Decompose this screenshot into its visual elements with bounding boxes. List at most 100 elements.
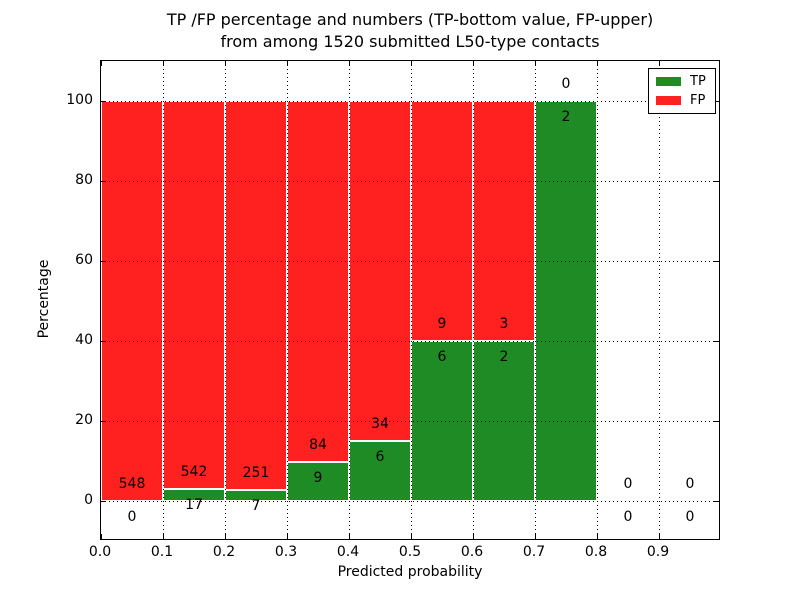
y-tick-label: 100 bbox=[66, 92, 93, 108]
v-gridline bbox=[349, 61, 350, 539]
v-gridline bbox=[535, 61, 536, 539]
tp-count-label: 7 bbox=[251, 498, 261, 515]
tick-mark bbox=[101, 181, 106, 182]
tick-mark bbox=[597, 534, 598, 539]
v-gridline bbox=[473, 61, 474, 539]
tp-count-label: 0 bbox=[623, 509, 633, 525]
fp-bar-segment bbox=[349, 101, 411, 441]
tick-mark bbox=[287, 61, 288, 66]
x-tick-label: 0.4 bbox=[336, 544, 360, 560]
legend: TP FP bbox=[648, 68, 716, 114]
x-tick-label: 0.1 bbox=[150, 544, 174, 560]
fp-count-label: 0 bbox=[623, 476, 633, 492]
x-tick-label: 0.6 bbox=[460, 544, 484, 560]
x-tick-label: 0.3 bbox=[274, 544, 298, 560]
tp-count-label: 2 bbox=[499, 349, 509, 365]
tick-mark bbox=[101, 101, 106, 102]
tp-count-label: 0 bbox=[127, 509, 137, 525]
tp-count-label: 2 bbox=[561, 109, 571, 125]
tick-mark bbox=[473, 534, 474, 539]
tick-mark bbox=[101, 501, 106, 502]
title-line-1: TP /FP percentage and numbers (TP-bottom… bbox=[166, 10, 654, 29]
fp-bar-segment bbox=[163, 101, 225, 489]
tick-mark bbox=[714, 421, 719, 422]
y-tick-label: 60 bbox=[75, 252, 93, 268]
tick-mark bbox=[535, 534, 536, 539]
v-gridline bbox=[597, 61, 598, 539]
fp-count-label: 9 bbox=[437, 316, 447, 332]
legend-item-tp: TP bbox=[656, 75, 715, 88]
tick-mark bbox=[714, 501, 719, 502]
h-gridline bbox=[101, 421, 719, 422]
tp-bar-segment bbox=[287, 462, 349, 501]
fp-bar-segment bbox=[473, 101, 535, 341]
h-gridline bbox=[101, 181, 719, 182]
tick-mark bbox=[714, 101, 719, 102]
tp-legend-swatch bbox=[656, 77, 681, 86]
v-gridline bbox=[659, 61, 660, 539]
fp-count-label: 542 bbox=[180, 463, 208, 480]
fp-legend-label: FP bbox=[690, 93, 706, 108]
v-gridline bbox=[225, 61, 226, 539]
v-gridline bbox=[163, 61, 164, 539]
tick-mark bbox=[163, 61, 164, 66]
h-gridline bbox=[101, 341, 719, 342]
tp-count-label: 9 bbox=[313, 470, 323, 487]
y-tick-label: 40 bbox=[75, 332, 93, 348]
tp-bar-segment bbox=[535, 101, 597, 501]
x-tick-label: 0.7 bbox=[522, 544, 546, 560]
chart-title: TP /FP percentage and numbers (TP-bottom… bbox=[90, 9, 730, 53]
fp-bar-segment bbox=[411, 101, 473, 341]
tp-legend-label: TP bbox=[690, 74, 706, 89]
tick-mark bbox=[101, 534, 102, 539]
tick-mark bbox=[163, 534, 164, 539]
fp-count-label: 84 bbox=[309, 437, 327, 454]
h-gridline bbox=[101, 501, 719, 502]
tp-count-label: 0 bbox=[685, 509, 695, 525]
x-axis-label: Predicted probability bbox=[337, 564, 483, 580]
tick-mark bbox=[535, 61, 536, 66]
legend-item-fp: FP bbox=[656, 94, 715, 107]
x-tick-label: 0.0 bbox=[88, 544, 112, 560]
fp-count-label: 251 bbox=[242, 465, 270, 482]
tick-mark bbox=[287, 534, 288, 539]
tick-mark bbox=[714, 341, 719, 342]
title-line-2: from among 1520 submitted L50-type conta… bbox=[220, 32, 600, 51]
y-tick-label: 80 bbox=[75, 172, 93, 188]
tick-mark bbox=[473, 61, 474, 66]
h-gridline bbox=[101, 101, 719, 102]
x-tick-label: 0.5 bbox=[398, 544, 422, 560]
tick-mark bbox=[411, 534, 412, 539]
fp-bar-segment bbox=[287, 101, 349, 463]
v-gridline bbox=[411, 61, 412, 539]
y-tick-label: 20 bbox=[75, 412, 93, 428]
fp-bar-segment bbox=[101, 101, 163, 501]
fp-count-label: 0 bbox=[685, 476, 695, 492]
tp-count-label: 6 bbox=[437, 349, 447, 365]
tp-count-label: 6 bbox=[375, 449, 385, 465]
fp-bar-segment bbox=[225, 101, 287, 491]
tick-mark bbox=[225, 534, 226, 539]
fp-legend-swatch bbox=[656, 96, 681, 105]
tick-mark bbox=[659, 61, 660, 66]
x-tick-label: 0.8 bbox=[584, 544, 608, 560]
tick-mark bbox=[714, 261, 719, 262]
tick-mark bbox=[597, 61, 598, 66]
tp-count-label: 17 bbox=[185, 496, 203, 513]
y-tick-label: 0 bbox=[84, 492, 93, 508]
x-tick-label: 0.2 bbox=[212, 544, 236, 560]
tick-mark bbox=[101, 61, 102, 66]
tick-mark bbox=[411, 61, 412, 66]
tick-mark bbox=[714, 181, 719, 182]
v-gridline bbox=[287, 61, 288, 539]
h-gridline bbox=[101, 261, 719, 262]
tick-mark bbox=[659, 534, 660, 539]
fp-count-label: 34 bbox=[371, 416, 389, 432]
y-axis-label: Percentage bbox=[36, 259, 52, 339]
fp-count-label: 3 bbox=[499, 316, 509, 332]
tick-mark bbox=[101, 421, 106, 422]
tick-mark bbox=[101, 341, 106, 342]
tp-bar-segment bbox=[349, 441, 411, 501]
x-tick-label: 0.9 bbox=[646, 544, 670, 560]
